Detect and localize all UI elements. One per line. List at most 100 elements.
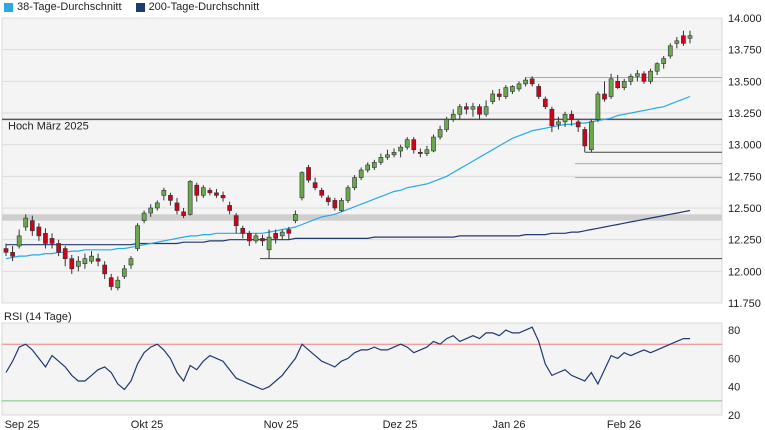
rsi-plot-area — [1, 322, 723, 416]
price-tick-label: 13.750 — [728, 45, 762, 57]
candle-body — [595, 93, 601, 120]
candle — [371, 159, 377, 170]
candle-body — [214, 192, 219, 196]
candle — [266, 229, 272, 259]
candle — [161, 187, 167, 201]
candle — [365, 162, 371, 173]
candle — [654, 62, 660, 75]
candle — [483, 100, 489, 117]
candle — [648, 68, 653, 84]
candle-body — [325, 197, 331, 202]
price-plot-area — [1, 17, 723, 304]
candle — [411, 137, 417, 154]
candle — [562, 111, 568, 127]
candle — [181, 208, 186, 219]
candle-body — [687, 35, 693, 39]
candle — [233, 213, 239, 234]
candle-body — [635, 73, 640, 77]
candle — [608, 73, 614, 100]
candle-body — [56, 243, 61, 253]
price-tick-label: 12.500 — [728, 203, 762, 215]
candle-body — [529, 78, 535, 85]
candle — [477, 104, 482, 120]
candle — [464, 102, 469, 115]
candle-body — [490, 93, 496, 102]
candle-body — [161, 189, 167, 196]
candle-body — [575, 121, 581, 128]
candle-body — [260, 238, 265, 242]
candle-body — [247, 233, 252, 242]
candle-body — [273, 233, 278, 239]
candle-body — [154, 202, 160, 209]
candle-body — [62, 248, 68, 259]
candle — [628, 73, 634, 86]
candle — [424, 145, 430, 157]
candle — [418, 148, 423, 158]
candle-body — [457, 106, 463, 115]
candle-body — [345, 187, 351, 201]
candle — [187, 180, 193, 216]
candle-body — [582, 129, 588, 147]
candle-body — [115, 279, 121, 289]
ma200-line — [6, 209, 691, 246]
x-axis-label: Okt 25 — [131, 419, 163, 430]
candle-body — [510, 86, 515, 92]
candle-body — [608, 78, 614, 97]
candle-body — [503, 87, 509, 97]
candle — [582, 126, 588, 153]
legend: 38-Tage-Durchschnitt 200-Tage-Durchschni… — [4, 0, 259, 14]
rsi-line — [5, 326, 690, 391]
candle-body — [418, 151, 423, 154]
candle — [332, 197, 338, 211]
candle-body — [450, 113, 456, 120]
candle-body — [483, 106, 489, 115]
candle — [661, 56, 667, 69]
candle-body — [681, 35, 686, 44]
candle — [621, 78, 627, 91]
candle — [49, 233, 55, 249]
candle-body — [135, 225, 140, 249]
x-axis-label: Jan 26 — [492, 419, 525, 430]
price-tick-label: 14.000 — [728, 13, 762, 25]
legend-label-ma38: 38-Tage-Durchschnitt — [17, 1, 122, 13]
candle-body — [589, 121, 594, 151]
candle-body — [266, 236, 272, 251]
candle — [122, 265, 127, 279]
candle — [293, 210, 298, 224]
candle — [450, 109, 456, 122]
candle-body — [371, 162, 377, 168]
candle-body — [82, 258, 88, 265]
candle — [174, 197, 180, 215]
candle — [89, 251, 94, 264]
candle — [10, 246, 15, 262]
candle-body — [523, 79, 528, 85]
candle-body — [444, 119, 449, 130]
candle-body — [667, 45, 673, 57]
candle — [95, 253, 101, 267]
candle — [687, 30, 693, 44]
rsi-tick-label: 80 — [728, 325, 740, 337]
candle-body — [76, 260, 81, 267]
candle-body — [477, 106, 482, 115]
legend-label-ma200: 200-Tage-Durchschnitt — [148, 1, 260, 13]
candle — [667, 43, 673, 59]
x-axis-label: Sep 25 — [5, 419, 40, 430]
candle-body — [365, 164, 371, 171]
candle-body — [148, 207, 154, 214]
candle — [681, 30, 686, 46]
candle-body — [404, 139, 410, 148]
candle — [602, 81, 607, 102]
candle-body — [516, 83, 522, 90]
x-axis-label: Feb 26 — [607, 419, 641, 430]
rsi-tick-label: 60 — [728, 353, 740, 365]
candle — [115, 276, 121, 291]
candle — [674, 37, 680, 49]
candle — [286, 227, 292, 240]
candle-body — [89, 255, 94, 262]
candle-body — [3, 248, 9, 253]
candle — [542, 96, 548, 110]
candle — [358, 167, 364, 181]
candle-body — [43, 233, 48, 244]
candle — [273, 229, 278, 244]
price-tick-label: 12.000 — [728, 266, 762, 278]
